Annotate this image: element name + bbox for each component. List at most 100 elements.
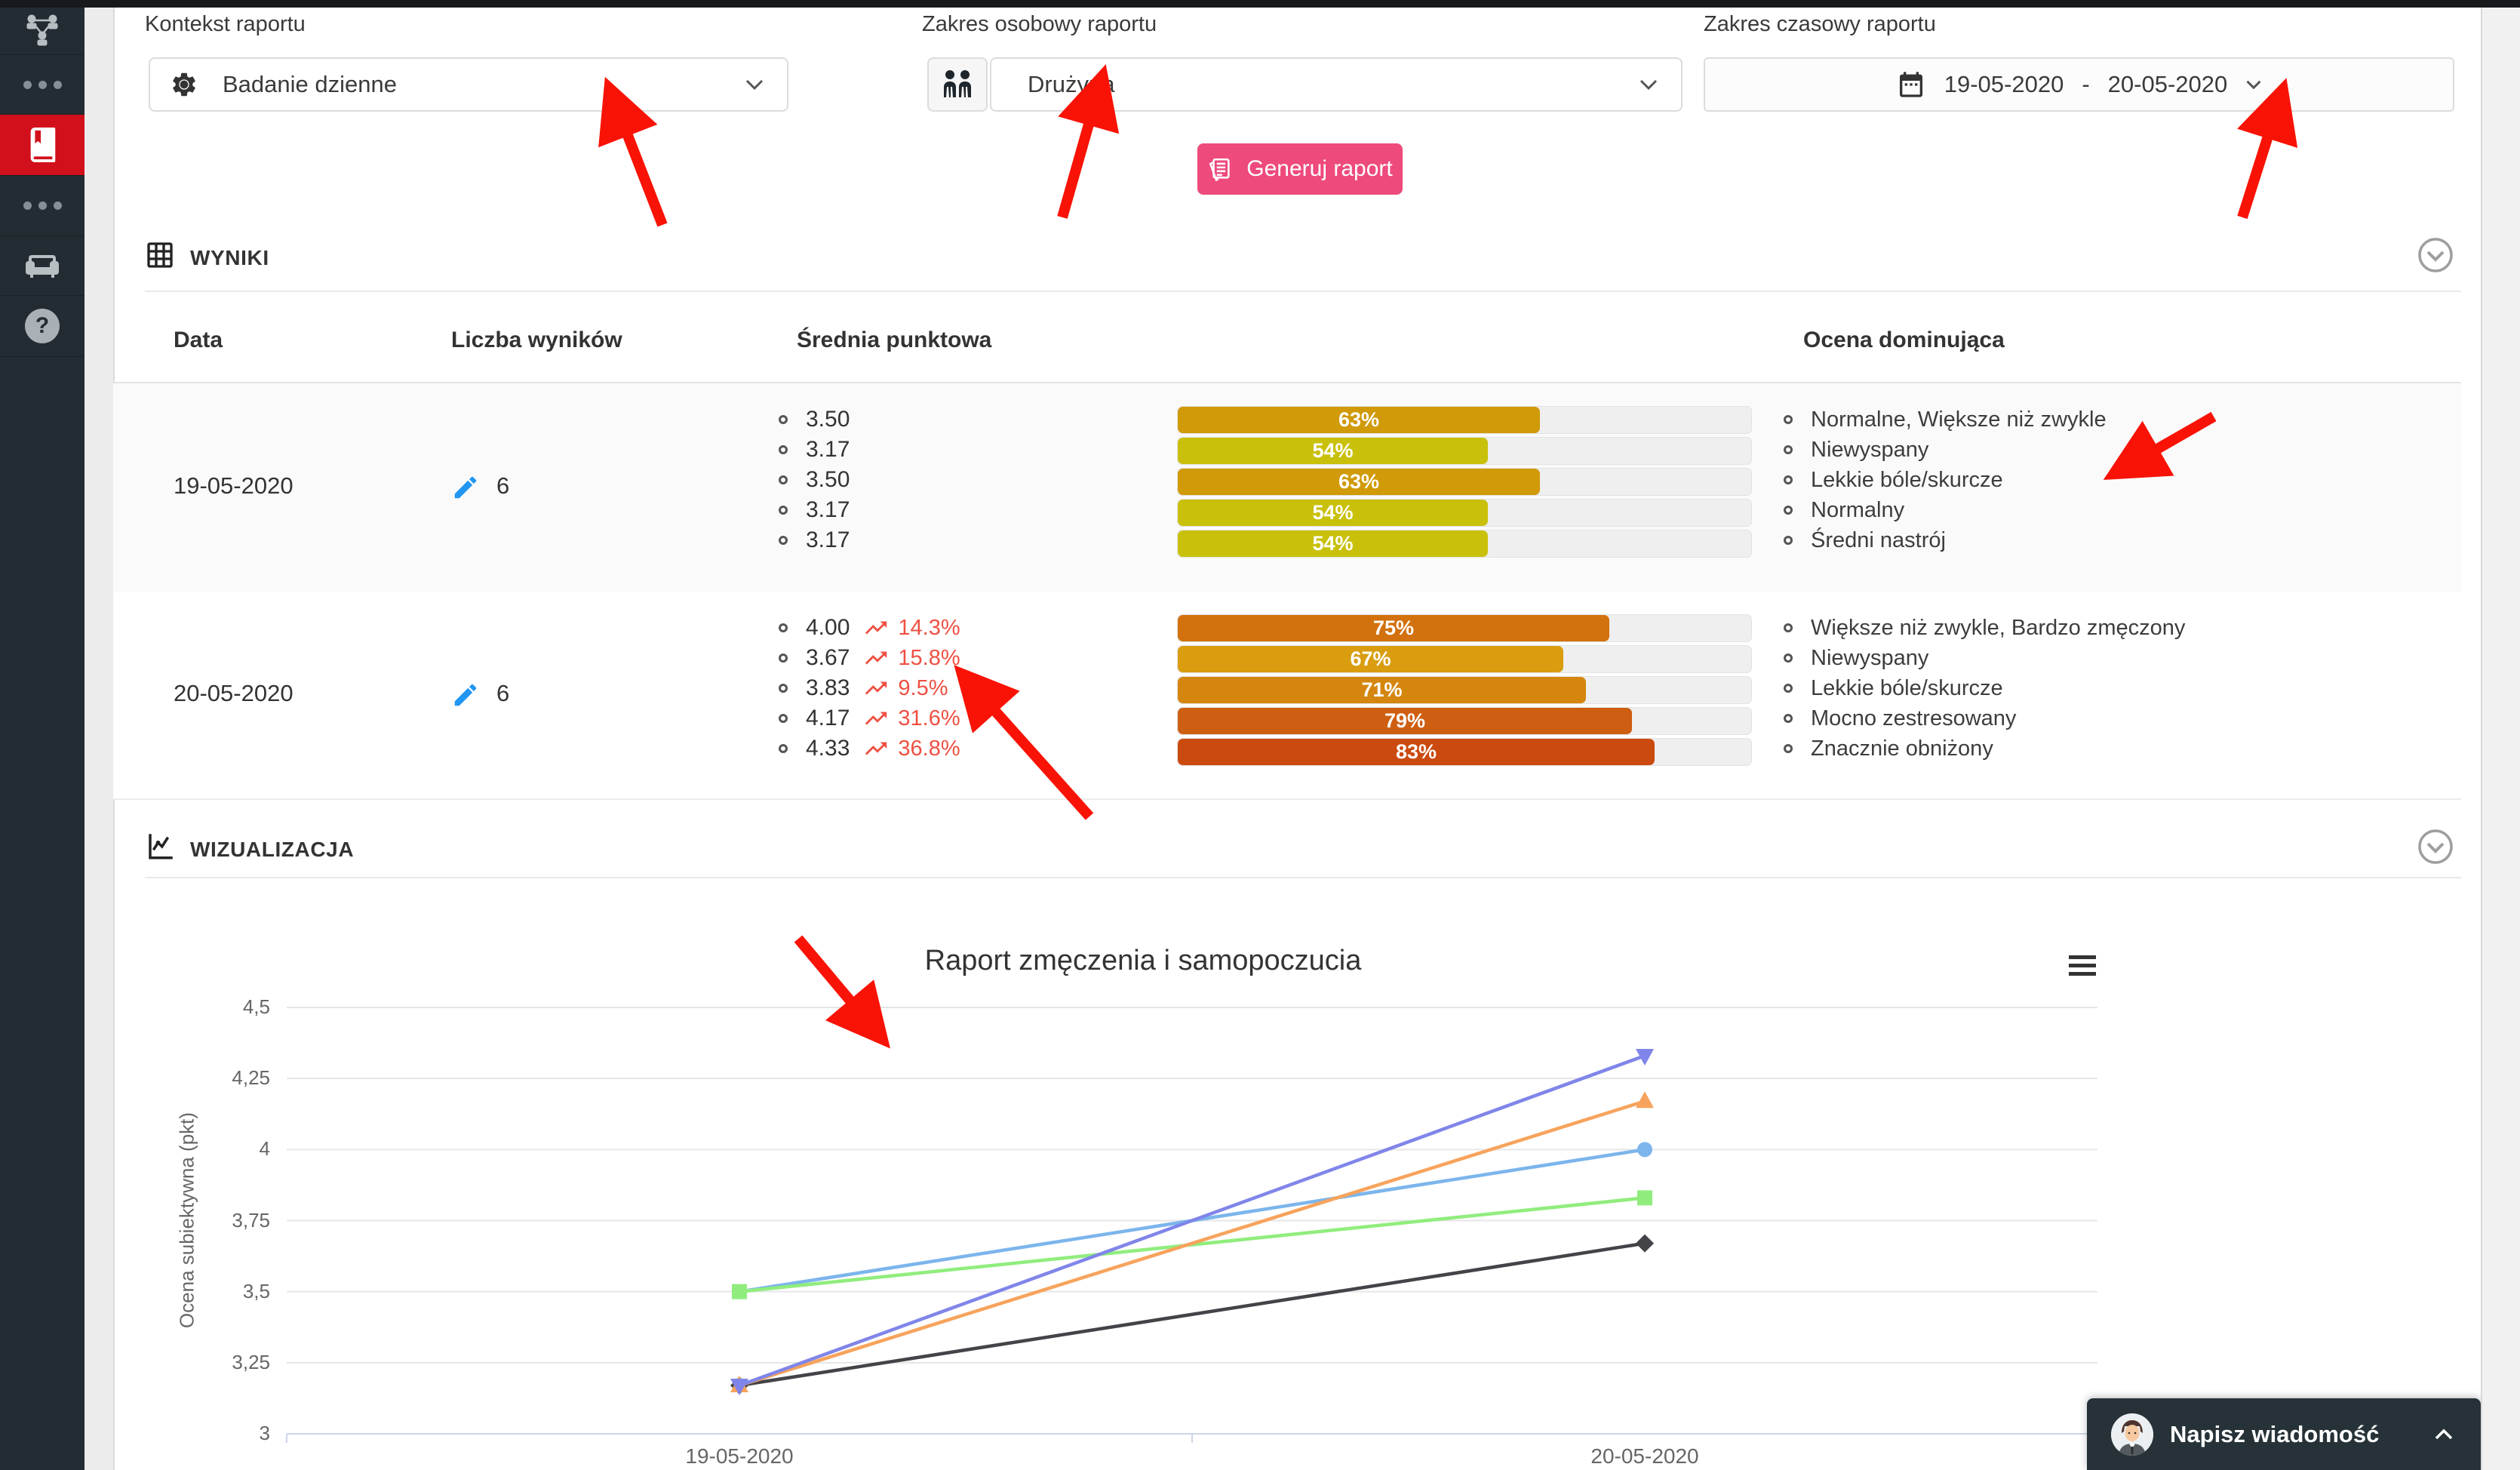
score-change: 15.8%	[898, 645, 960, 670]
chart-title: Raport zmęczenia i samopoczucia	[924, 945, 1362, 976]
sidebar-item-more-bottom[interactable]	[0, 176, 85, 236]
results-section-title: WYNIKI	[190, 246, 269, 269]
series-marker-triangle-down[interactable]	[730, 1378, 748, 1395]
dominant-line: Znacznie obniżony	[1784, 733, 1993, 764]
bullet-icon	[1784, 536, 1793, 545]
book-icon	[25, 126, 60, 164]
bullet-icon	[779, 475, 788, 484]
bullet-icon	[779, 684, 788, 693]
org-chart-icon	[23, 13, 62, 49]
score-bar: 54%	[1177, 437, 1752, 465]
score-bar-fill: 83%	[1178, 739, 1655, 765]
sidebar: ?	[0, 8, 85, 1470]
bullet-icon	[779, 623, 788, 632]
score-bar-label: 71%	[1361, 678, 1403, 701]
bullet-icon	[1784, 475, 1793, 484]
score-bar: 54%	[1177, 499, 1752, 527]
sidebar-item-reports[interactable]	[0, 115, 85, 176]
series-marker-square[interactable]	[732, 1284, 747, 1299]
chat-widget[interactable]: Napisz wiadomość	[2087, 1398, 2481, 1470]
score-line: 3.17	[779, 435, 850, 465]
series-line[interactable]	[739, 1053, 1646, 1388]
column-header-liczba-wynikow: Liczba wyników	[451, 328, 622, 352]
series-marker-triangle-down[interactable]	[1636, 1049, 1654, 1066]
collapse-results-button[interactable]	[2417, 237, 2454, 273]
context-select[interactable]: Badanie dzienne	[149, 57, 788, 112]
edit-pencil-icon[interactable]	[451, 681, 480, 709]
sidebar-item-help[interactable]: ?	[0, 296, 85, 357]
column-header-ocena-dominujaca: Ocena dominująca	[1803, 328, 2005, 352]
divider	[113, 798, 2461, 800]
x-axis-tick-label: 20-05-2020	[1590, 1444, 1699, 1468]
score-change: 14.3%	[898, 615, 960, 640]
table-icon	[145, 240, 175, 270]
dominant-line: Lekkie bóle/skurcze	[1784, 673, 2003, 703]
row-date: 20-05-2020	[174, 680, 293, 706]
score-change: 31.6%	[898, 706, 960, 730]
score-value: 3.17	[806, 437, 850, 462]
score-bar: 83%	[1177, 738, 1752, 766]
y-axis-tick-label: 4	[259, 1137, 270, 1161]
chevron-down-icon	[745, 78, 764, 91]
score-line: 4.17 31.6%	[779, 703, 960, 733]
chat-label: Napisz wiadomość	[2170, 1420, 2380, 1447]
table-row: 20-05-2020 6 4.00 14.3% 3.67 15.8% 3.83 9.5% 4.1…	[113, 592, 2461, 798]
chart-plot-area	[286, 1007, 2098, 1443]
trend-up-icon	[863, 645, 889, 671]
score-bar-fill: 75%	[1178, 615, 1609, 641]
score-bar-label: 75%	[1372, 617, 1415, 639]
column-header-data: Data	[174, 328, 223, 352]
y-axis-tick-label: 3	[259, 1422, 270, 1444]
series-line[interactable]	[739, 1099, 1646, 1388]
chart-menu-icon[interactable]	[2069, 955, 2096, 980]
x-axis-tick-label: 19-05-2020	[685, 1444, 794, 1468]
bullet-icon	[1784, 623, 1793, 632]
dominant-value: Niewyspany	[1811, 437, 1929, 462]
score-bar-fill: 54%	[1178, 500, 1488, 526]
bullet-icon	[1784, 684, 1793, 693]
time-filter-label: Zakres czasowy raportu	[1704, 12, 1936, 36]
scrollbar[interactable]	[2481, 8, 2520, 1470]
generate-report-button[interactable]: Generuj raport	[1197, 143, 1403, 195]
sidebar-item-more-top[interactable]	[0, 55, 85, 115]
dominant-value: Lekkie bóle/skurcze	[1811, 675, 2003, 700]
score-line: 3.50	[779, 404, 850, 435]
dominant-line: Średni nastrój	[1784, 525, 1946, 555]
people-icon	[939, 69, 976, 100]
report-icon	[1207, 156, 1233, 182]
question-icon: ?	[25, 309, 60, 343]
score-bar-label: 54%	[1312, 501, 1354, 524]
y-axis-tick-label: 4,25	[232, 1066, 270, 1090]
score-bar-fill: 67%	[1178, 646, 1563, 672]
sidebar-item-comfort[interactable]	[0, 236, 85, 296]
date-from: 19-05-2020	[1944, 71, 2064, 97]
score-line: 3.83 9.5%	[779, 673, 948, 703]
score-bar: 71%	[1177, 676, 1752, 704]
collapse-visualization-button[interactable]	[2417, 829, 2454, 865]
personal-select[interactable]: Drużyna	[990, 57, 1683, 112]
armchair-icon	[23, 249, 61, 282]
dominant-value: Mocno zestresowany	[1811, 706, 2017, 730]
series-marker-triangle-up[interactable]	[1636, 1091, 1654, 1109]
context-filter-label: Kontekst raportu	[145, 12, 306, 36]
column-header-srednia-punktowa: Średnia punktowa	[797, 328, 992, 352]
series-marker-diamond[interactable]	[1635, 1234, 1655, 1253]
series-marker-square[interactable]	[1637, 1190, 1652, 1206]
trend-up-icon	[863, 675, 889, 701]
sidebar-item-org-structure[interactable]	[0, 8, 85, 55]
score-line: 3.17	[779, 525, 850, 555]
personal-select-value: Drużyna	[1028, 71, 1115, 97]
score-bar: 63%	[1177, 468, 1752, 496]
series-line[interactable]	[739, 1241, 1646, 1388]
edit-pencil-icon[interactable]	[451, 473, 480, 502]
date-range-picker[interactable]: 19-05-2020 - 20-05-2020	[1704, 57, 2454, 112]
score-bar-fill: 63%	[1178, 407, 1540, 433]
dominant-value: Normalny	[1811, 497, 1905, 522]
annotation-arrow	[598, 76, 668, 227]
series-marker-circle[interactable]	[1637, 1142, 1652, 1158]
chevron-up-icon	[2434, 1428, 2454, 1441]
dominant-line: Mocno zestresowany	[1784, 703, 2016, 733]
score-value: 4.00	[806, 615, 850, 640]
table-row: 19-05-2020 6 3.50 3.17 3.50 3.17 3.17 63% 54% 63%…	[113, 383, 2461, 592]
score-bar: 67%	[1177, 645, 1752, 673]
